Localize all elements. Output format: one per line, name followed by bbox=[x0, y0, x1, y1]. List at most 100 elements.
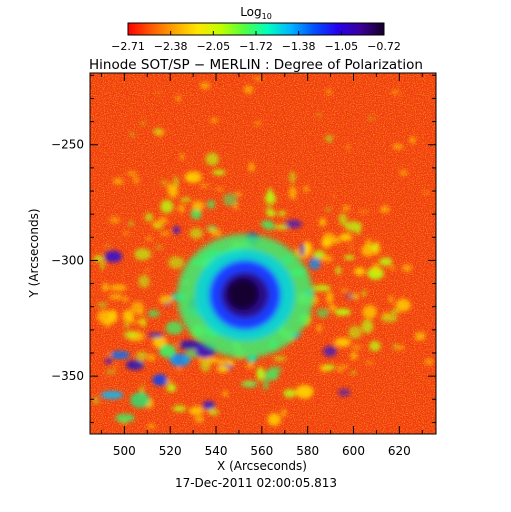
colorbar-ticks: −2.71 −2.38 −2.05 −1.72 −1.38 −1.05 −0.72 bbox=[111, 31, 401, 53]
network-patch bbox=[299, 243, 305, 257]
colorbar-tick-label: −2.05 bbox=[196, 40, 230, 53]
network-patch bbox=[333, 237, 341, 245]
network-patch bbox=[147, 332, 164, 338]
network-patch bbox=[424, 358, 434, 365]
sunspot-umbra-core bbox=[227, 278, 259, 310]
network-patch bbox=[104, 358, 113, 364]
network-patch bbox=[243, 85, 254, 94]
network-patch bbox=[216, 365, 230, 373]
network-patch bbox=[392, 143, 404, 150]
x-tick-label: 540 bbox=[205, 444, 228, 458]
network-patch bbox=[342, 205, 350, 212]
network-patch bbox=[123, 322, 130, 328]
network-patch bbox=[358, 210, 369, 213]
network-patch bbox=[361, 319, 374, 334]
network-patch bbox=[138, 274, 150, 288]
network-patch bbox=[202, 400, 215, 410]
network-patch bbox=[203, 357, 221, 364]
network-patch bbox=[147, 423, 156, 429]
network-patch bbox=[316, 308, 330, 318]
network-patch bbox=[348, 325, 362, 339]
network-patch bbox=[130, 132, 135, 137]
network-patch bbox=[254, 121, 262, 126]
network-patch bbox=[174, 343, 181, 346]
network-patch bbox=[169, 353, 191, 367]
network-patch bbox=[120, 420, 127, 425]
network-patch bbox=[235, 191, 242, 196]
network-patch bbox=[190, 208, 202, 220]
network-patch bbox=[123, 330, 138, 339]
network-patch bbox=[370, 244, 378, 250]
network-patch bbox=[133, 176, 139, 184]
network-patch bbox=[326, 291, 334, 304]
network-patch bbox=[283, 389, 297, 398]
network-patch bbox=[108, 294, 124, 300]
x-axis-label: X (Arcseconds) bbox=[217, 459, 307, 473]
network-patch bbox=[130, 392, 150, 408]
network-patch bbox=[141, 121, 146, 126]
network-patch bbox=[317, 324, 322, 332]
timestamp: 17-Dec-2011 02:00:05.813 bbox=[175, 476, 337, 490]
network-patch bbox=[355, 226, 361, 236]
network-patch bbox=[324, 364, 336, 370]
network-patch bbox=[199, 82, 211, 89]
x-tick-label: 520 bbox=[159, 444, 182, 458]
network-patch bbox=[348, 245, 354, 248]
network-patch bbox=[185, 176, 195, 181]
network-patch bbox=[123, 231, 129, 235]
network-patch bbox=[82, 287, 89, 295]
network-patch bbox=[246, 362, 255, 369]
network-patch bbox=[339, 233, 353, 242]
plot-frame bbox=[89, 72, 437, 435]
network-patch bbox=[110, 350, 130, 360]
network-patch bbox=[198, 356, 203, 364]
network-patch bbox=[348, 293, 358, 299]
network-patch bbox=[362, 305, 377, 319]
network-patch bbox=[323, 345, 337, 357]
network-patch bbox=[367, 117, 376, 120]
network-patch bbox=[267, 413, 281, 426]
network-patch bbox=[264, 222, 276, 231]
x-tick-label: 600 bbox=[342, 444, 365, 458]
network-patch bbox=[321, 238, 332, 248]
network-patch bbox=[367, 267, 384, 280]
network-patch bbox=[364, 361, 374, 364]
network-patch bbox=[388, 295, 394, 304]
network-patch bbox=[205, 152, 219, 166]
network-patch bbox=[126, 171, 138, 176]
network-patch bbox=[152, 374, 168, 386]
network-patch bbox=[325, 134, 334, 143]
network-patch bbox=[160, 231, 170, 236]
network-patch bbox=[351, 345, 361, 350]
network-patch bbox=[144, 212, 154, 222]
y-tick-label: −250 bbox=[51, 138, 84, 152]
network-patch bbox=[166, 383, 177, 392]
network-patch bbox=[145, 236, 153, 241]
network-patch bbox=[177, 203, 186, 213]
network-patch bbox=[332, 195, 336, 198]
network-patch bbox=[268, 366, 283, 373]
y-axis-label: Y (Arcseconds) bbox=[27, 208, 41, 298]
polarization-map bbox=[82, 73, 436, 434]
colorbar-tick-label: −1.72 bbox=[239, 40, 273, 53]
x-tick-label: 580 bbox=[296, 444, 319, 458]
network-patch bbox=[115, 413, 135, 423]
network-patch bbox=[256, 367, 265, 381]
network-patch bbox=[104, 250, 123, 263]
network-patch bbox=[160, 199, 174, 214]
colorbar-tick-label: −1.05 bbox=[324, 40, 358, 53]
network-patch bbox=[334, 308, 351, 316]
network-patch bbox=[242, 381, 254, 384]
network-patch bbox=[113, 365, 118, 368]
network-patch bbox=[289, 171, 296, 184]
network-patch bbox=[179, 153, 185, 160]
network-patch bbox=[351, 370, 356, 375]
y-axis: −250 −300 −350 bbox=[51, 74, 436, 423]
y-tick-label: −300 bbox=[51, 253, 84, 267]
network-patch bbox=[208, 409, 220, 416]
network-patch bbox=[100, 390, 124, 400]
network-patch bbox=[206, 199, 216, 209]
network-patch bbox=[350, 352, 358, 360]
network-patch bbox=[176, 94, 181, 102]
